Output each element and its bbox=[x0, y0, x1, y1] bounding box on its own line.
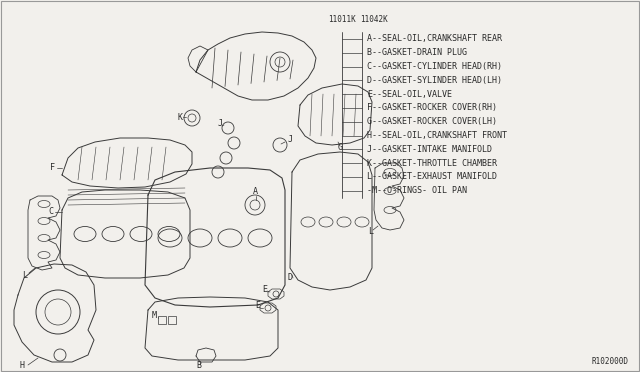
Text: G: G bbox=[338, 144, 343, 153]
Text: C--GASKET-CYLINDER HEAD(RH): C--GASKET-CYLINDER HEAD(RH) bbox=[367, 62, 502, 71]
Text: C: C bbox=[48, 208, 53, 217]
Text: L--GASKET-EXHAUST MANIFOLD: L--GASKET-EXHAUST MANIFOLD bbox=[367, 172, 497, 182]
Text: L: L bbox=[368, 228, 373, 237]
Text: J: J bbox=[288, 135, 293, 144]
Text: -M--O-RINGS- OIL PAN: -M--O-RINGS- OIL PAN bbox=[367, 186, 467, 195]
Text: G--GASKET-ROCKER COVER(LH): G--GASKET-ROCKER COVER(LH) bbox=[367, 117, 497, 126]
Text: E--SEAL-OIL,VALVE: E--SEAL-OIL,VALVE bbox=[367, 90, 452, 99]
Text: A--SEAL-OIL,CRANKSHAFT REAR: A--SEAL-OIL,CRANKSHAFT REAR bbox=[367, 34, 502, 44]
Text: H--SEAL-OIL,CRANKSHAFT FRONT: H--SEAL-OIL,CRANKSHAFT FRONT bbox=[367, 131, 507, 140]
Text: A: A bbox=[253, 187, 258, 196]
Text: J: J bbox=[218, 119, 223, 128]
Text: M: M bbox=[152, 311, 157, 320]
Bar bbox=[168, 316, 176, 324]
Text: 11011K: 11011K bbox=[328, 16, 356, 25]
Text: F--GASKET-ROCKER COVER(RH): F--GASKET-ROCKER COVER(RH) bbox=[367, 103, 497, 112]
Text: D--GASKET-SYLINDER HEAD(LH): D--GASKET-SYLINDER HEAD(LH) bbox=[367, 76, 502, 85]
Text: B: B bbox=[196, 362, 201, 371]
Text: 11042K: 11042K bbox=[360, 16, 388, 25]
Text: D: D bbox=[288, 273, 293, 282]
Text: K: K bbox=[178, 112, 183, 122]
Text: E: E bbox=[262, 285, 267, 294]
Text: L: L bbox=[22, 270, 27, 279]
Bar bbox=[158, 316, 166, 324]
Text: J--GASKET-INTAKE MANIFOLD: J--GASKET-INTAKE MANIFOLD bbox=[367, 145, 492, 154]
Text: H: H bbox=[20, 362, 25, 371]
Text: F: F bbox=[50, 164, 55, 173]
Text: R102000D: R102000D bbox=[591, 357, 628, 366]
Text: K--GASKET-THROTTLE CHAMBER: K--GASKET-THROTTLE CHAMBER bbox=[367, 158, 497, 168]
Text: E: E bbox=[255, 301, 260, 311]
Text: B--GASKET-DRAIN PLUG: B--GASKET-DRAIN PLUG bbox=[367, 48, 467, 57]
